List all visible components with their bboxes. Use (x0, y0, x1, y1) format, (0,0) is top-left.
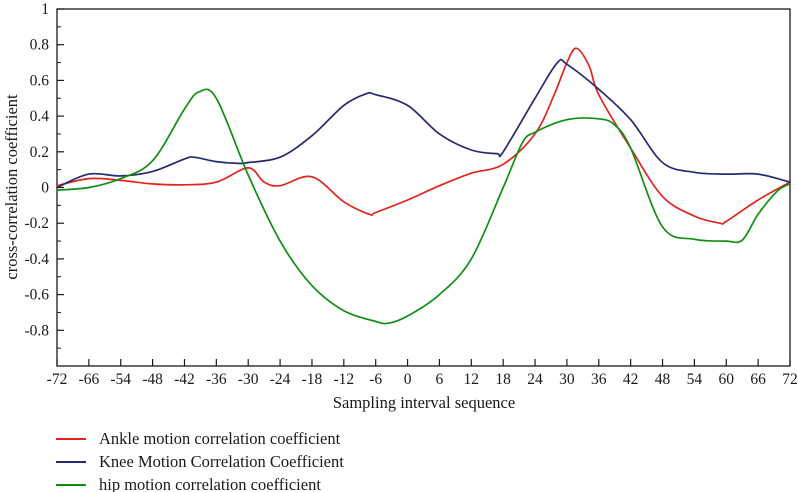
x-tick-label: 60 (719, 371, 735, 388)
legend-line-swatch (56, 460, 86, 463)
x-tick-label: 30 (559, 371, 575, 388)
legend-label: Ankle motion correlation coefficient (99, 428, 341, 448)
x-tick-label: 18 (495, 371, 511, 388)
y-tick-label: -0.4 (24, 251, 49, 268)
x-tick-label: -42 (174, 371, 195, 388)
legend: Ankle motion correlation coefficient Knee… (56, 427, 344, 492)
y-tick-label: -0.2 (24, 215, 49, 232)
x-tick-label: 36 (591, 371, 607, 388)
axes-layer: -72 -66 -54 -48 -42 -36 -30 -24 -18 -12 -6 0 6 12 18 24… (24, 1, 797, 388)
x-tick-label: 48 (655, 371, 671, 388)
y-tick-label: 0.2 (30, 144, 49, 161)
x-tick-label: -36 (206, 371, 227, 388)
x-tick-label: 12 (464, 371, 480, 388)
y-tick-label: 1 (41, 1, 49, 18)
series-layer (56, 47, 791, 325)
x-tick-label: -18 (302, 371, 323, 388)
series-line-0 (56, 47, 791, 225)
x-tick-label: 42 (623, 371, 639, 388)
x-tick-label: -66 (79, 371, 100, 388)
x-tick-label: -54 (110, 371, 131, 388)
legend-line-swatch (56, 483, 86, 486)
y-tick-label: 0 (41, 180, 49, 197)
x-tick-label: 0 (404, 371, 412, 388)
x-tick-label: -48 (142, 371, 163, 388)
series-line-1 (56, 58, 791, 189)
x-tick-label: 54 (687, 371, 703, 388)
legend-line-swatch (56, 437, 86, 440)
series-line-2 (56, 88, 791, 325)
x-tick-label: -30 (238, 371, 259, 388)
y-tick-label: -0.8 (24, 322, 49, 339)
legend-label: hip motion correlation coefficient (99, 474, 321, 492)
x-tick-label: -6 (369, 371, 382, 388)
y-tick-label: -0.6 (24, 287, 49, 304)
y-tick-label: 0.8 (30, 37, 50, 54)
legend-label: Knee Motion Correlation Coefficient (99, 451, 344, 471)
x-tick-label: 66 (750, 371, 766, 388)
y-axis-title: cross-correlation coefficient (2, 94, 21, 280)
x-tick-label: -12 (333, 371, 354, 388)
x-tick-label: 6 (436, 371, 444, 388)
x-tick-label: -24 (270, 371, 291, 388)
legend-item: Ankle motion correlation coefficient (56, 427, 344, 450)
legend-item: Knee Motion Correlation Coefficient (56, 450, 344, 473)
x-tick-label: -72 (47, 371, 68, 388)
y-tick-label: 0.6 (30, 72, 50, 89)
plot-border (56, 8, 791, 367)
x-tick-label: 24 (527, 371, 543, 388)
x-tick-label: 72 (782, 371, 798, 388)
x-axis-title: Sampling interval sequence (333, 393, 515, 412)
legend-item: hip motion correlation coefficient (56, 473, 344, 492)
y-tick-label: 0.4 (30, 108, 50, 125)
